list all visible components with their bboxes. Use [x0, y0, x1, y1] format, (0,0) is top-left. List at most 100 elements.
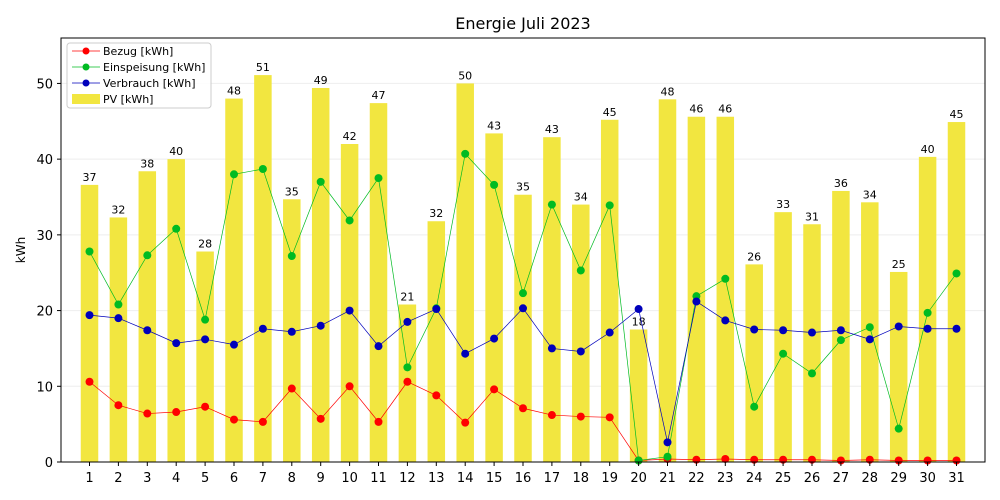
series-point: [750, 402, 759, 411]
series-point: [923, 324, 932, 333]
series-point: [403, 363, 412, 372]
series-point: [345, 382, 354, 391]
series-point: [605, 328, 614, 337]
pv-bar: [340, 144, 359, 462]
series-point: [85, 247, 94, 256]
x-tick-label: 29: [890, 471, 907, 486]
series-point: [721, 454, 730, 463]
pv-bar-label: 43: [545, 123, 559, 136]
series-point: [547, 200, 556, 209]
pv-bar: [514, 194, 532, 462]
pv-bar-label: 49: [314, 74, 328, 87]
series-point: [143, 326, 152, 335]
series-point: [316, 321, 325, 330]
series-point: [519, 304, 527, 313]
series-point: [865, 323, 874, 332]
x-tick-label: 20: [630, 471, 647, 486]
pv-bar-label: 46: [718, 103, 732, 116]
x-tick-label: 9: [317, 471, 325, 486]
legend-entry-label: PV [kWh]: [103, 93, 153, 106]
series-point: [114, 401, 123, 410]
series-point: [345, 216, 354, 225]
x-tick-label: 18: [573, 471, 590, 486]
series-point: [345, 306, 354, 315]
series-point: [519, 289, 527, 298]
legend-swatch-marker: [82, 47, 90, 55]
pv-bar-label: 38: [140, 157, 154, 170]
pv-bar-label: 21: [400, 291, 414, 304]
x-tick-label: 3: [143, 471, 151, 486]
series-point: [461, 149, 470, 158]
x-tick-label: 24: [746, 471, 763, 486]
series-point: [808, 328, 816, 337]
x-tick-label: 8: [288, 471, 296, 486]
series-point: [374, 174, 383, 183]
series-point: [201, 315, 210, 324]
pv-bar: [745, 264, 763, 462]
series-point: [634, 305, 643, 314]
series-point: [779, 326, 788, 335]
pv-bar-label: 47: [372, 89, 386, 102]
series-point: [403, 377, 412, 386]
series-point: [547, 344, 556, 353]
series-point: [721, 274, 730, 283]
pv-bar: [196, 251, 214, 462]
series-point: [172, 339, 181, 348]
pv-bar: [889, 271, 908, 462]
pv-bar-label: 45: [603, 106, 617, 119]
legend: Bezug [kWh] Einspeisung [kWh] Verbrauch [k…: [66, 42, 212, 109]
pv-bar-label: 28: [198, 238, 212, 251]
series-point: [576, 266, 585, 275]
pv-bar-label: 31: [805, 210, 819, 223]
series-point: [750, 325, 759, 334]
y-axis-label: kWh: [14, 237, 28, 263]
series-point: [836, 326, 845, 335]
series-point: [663, 452, 672, 461]
x-tick-label: 7: [259, 471, 267, 486]
series-point: [172, 224, 181, 233]
series-point: [894, 424, 903, 433]
series-point: [952, 269, 961, 278]
pv-bar-label: 35: [285, 185, 299, 198]
y-tick-label: 10: [36, 380, 53, 395]
pv-bar-label: 18: [632, 316, 646, 329]
series-point: [258, 164, 267, 173]
y-tick-label: 0: [45, 456, 53, 471]
pv-bar: [311, 87, 330, 462]
pv-bar-label: 25: [892, 258, 906, 271]
pv-bar: [861, 202, 879, 463]
series-point: [230, 340, 238, 349]
series-point: [201, 335, 210, 344]
series-point: [85, 311, 94, 320]
pv-bar-label: 34: [574, 191, 588, 204]
x-tick-label: 10: [341, 471, 358, 486]
line-series: [85, 149, 961, 465]
legend-box: [66, 42, 212, 109]
pv-bar-label: 45: [950, 108, 964, 121]
series-point: [374, 342, 383, 351]
series-point: [605, 413, 614, 422]
pv-bar: [774, 212, 792, 462]
series-point: [432, 305, 441, 314]
x-tick-label: 27: [833, 471, 850, 486]
series-point: [172, 408, 181, 417]
legend-entry-label: Bezug [kWh]: [103, 45, 173, 58]
pv-bar: [138, 171, 157, 462]
pv-bar: [687, 116, 706, 462]
x-tick-label: 16: [515, 471, 532, 486]
x-tick-label: 22: [688, 471, 705, 486]
series-point: [576, 347, 585, 356]
series-point: [201, 402, 210, 411]
x-tick-label: 28: [862, 471, 879, 486]
series-point: [490, 180, 499, 189]
pv-bar-label: 32: [111, 203, 125, 216]
y-tick-label: 50: [36, 77, 53, 92]
pv-bar-label: 36: [834, 177, 848, 190]
series-point: [865, 335, 874, 344]
pv-bar: [254, 75, 272, 462]
series-point: [230, 170, 238, 179]
legend-swatch-bar: [72, 94, 100, 104]
pv-bar-label: 26: [747, 250, 761, 263]
x-tick-label: 5: [201, 471, 209, 486]
